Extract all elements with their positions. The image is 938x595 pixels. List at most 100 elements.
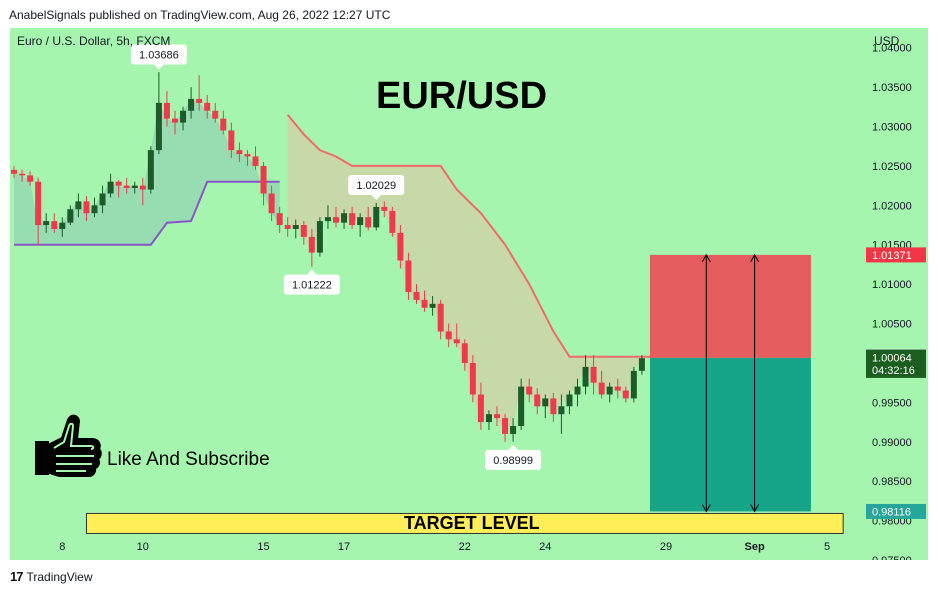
candle-body (349, 213, 356, 226)
x-axis-tick: 29 (660, 541, 672, 553)
candle-body (204, 102, 211, 111)
candle-body (260, 165, 267, 194)
callout-pointer (371, 195, 382, 201)
candle (373, 202, 380, 231)
candle-body (469, 362, 476, 395)
callout-box (130, 44, 187, 65)
candle (236, 142, 243, 162)
candle (357, 213, 364, 237)
candle (212, 102, 219, 123)
candle-body (324, 217, 331, 222)
candle-body (252, 156, 259, 166)
callout-box (283, 274, 340, 295)
candle-body (381, 206, 388, 211)
price-tag-value: 1.00064 (872, 352, 912, 364)
x-axis-tick: 8 (59, 541, 65, 553)
candle-body (308, 236, 315, 253)
candle (308, 228, 315, 267)
candle-body (300, 225, 307, 237)
candle-body (365, 217, 372, 228)
candle-body (155, 102, 162, 151)
candle (365, 206, 372, 231)
candle-body (582, 366, 589, 387)
candle-body (558, 406, 565, 415)
candle (27, 171, 34, 186)
x-axis-tick: 22 (459, 541, 471, 553)
take-profit-zone (649, 357, 811, 512)
candle-body (196, 98, 203, 103)
candle (163, 91, 170, 127)
callout-pointer (508, 444, 519, 450)
candle (244, 150, 251, 166)
candle (99, 185, 106, 214)
candle-body (445, 331, 452, 340)
candle-body (107, 181, 114, 194)
candle (421, 290, 428, 312)
candle (123, 177, 130, 194)
candle (115, 180, 122, 198)
candle (276, 206, 283, 233)
y-axis-tick: 0.99500 (872, 397, 912, 409)
callout-value: 1.02029 (356, 180, 396, 192)
candle-body (638, 358, 645, 371)
x-axis-tick: Sep (745, 541, 765, 553)
price-tag-box (866, 503, 926, 519)
x-axis-tick: 15 (257, 541, 269, 553)
candle-body (534, 394, 541, 407)
candle-body (212, 110, 219, 119)
tradingview-logo-icon: 17 (10, 569, 24, 584)
candle (107, 173, 114, 198)
candle (429, 295, 436, 316)
candle-body (574, 386, 581, 395)
candle-body (188, 98, 195, 111)
candle-body (494, 414, 500, 419)
candle-body (35, 181, 42, 226)
candle-body (590, 366, 597, 383)
candle (510, 418, 517, 442)
symbol-label: Euro / U.S. Dollar, 5h, FXCM (17, 34, 170, 48)
candle (582, 355, 589, 395)
candle-body (437, 303, 444, 332)
candle-body (502, 418, 509, 434)
candle-body (405, 260, 412, 293)
candle (155, 72, 162, 155)
candle-body (91, 205, 98, 214)
candle-body (115, 181, 122, 186)
candle (445, 323, 452, 348)
arrow-up-icon (701, 253, 711, 263)
candle (188, 87, 195, 119)
chart-panel[interactable]: 1.03686 1.02029 1.01222 0.98999 1.04000 1.03… (10, 28, 928, 560)
candle-body (357, 217, 364, 226)
candle-body (59, 222, 66, 229)
candle (502, 414, 509, 442)
tradingview-brand: TradingView (26, 569, 93, 584)
candle-body (244, 154, 251, 157)
candlestick-chart[interactable]: 1.03686 1.02029 1.01222 0.98999 1.04000 1.03… (10, 28, 928, 560)
candle (341, 209, 348, 229)
price-tag-countdown: 04:32:16 (872, 365, 915, 377)
price-tag-box (866, 247, 926, 263)
tradingview-footer[interactable]: 17 TradingView (10, 569, 93, 584)
candle (292, 219, 299, 239)
price-tag-value: 1.01371 (872, 250, 912, 262)
candle-body (606, 386, 613, 395)
candle (316, 217, 323, 257)
candle (349, 206, 356, 229)
callout-box (348, 175, 405, 196)
candle-body (429, 303, 436, 308)
candle-body (99, 193, 106, 206)
candle (67, 205, 74, 226)
candle-body (316, 221, 323, 253)
candle-body (630, 370, 637, 399)
candle-body (27, 175, 34, 182)
candle (35, 177, 42, 245)
candle (19, 169, 26, 182)
price-callout: 1.03686 (130, 44, 187, 70)
candle-body (75, 201, 82, 210)
price-callout: 0.98999 (485, 444, 542, 470)
candle-body (172, 118, 178, 123)
candle (196, 75, 203, 111)
candle (534, 388, 541, 415)
candle-body (83, 201, 90, 214)
candle (413, 284, 420, 304)
